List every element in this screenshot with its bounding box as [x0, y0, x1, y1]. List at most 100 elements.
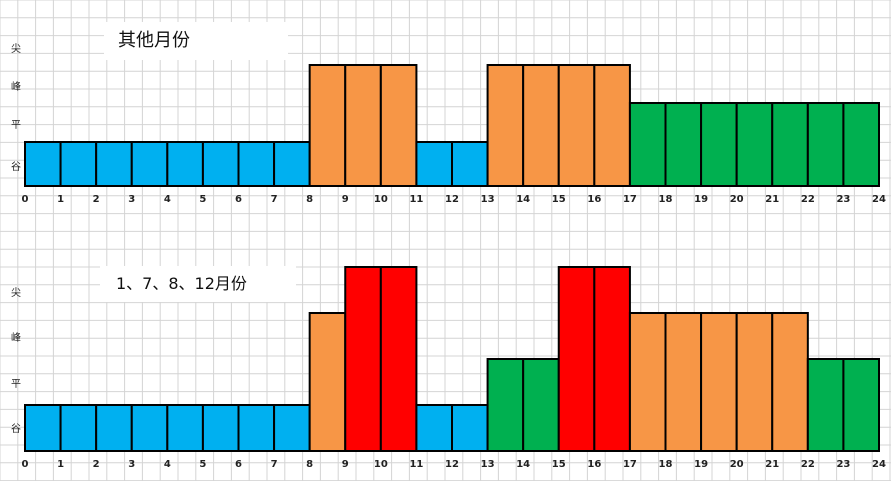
x-tick-label: 1	[57, 194, 64, 205]
x-tick-label: 14	[516, 459, 530, 470]
bar-hour-11-valley	[415, 141, 453, 187]
x-tick-label: 2	[93, 194, 100, 205]
x-tick-label: 8	[306, 459, 313, 470]
bar-hour-1-valley	[59, 141, 98, 187]
bar-hour-5-valley	[201, 141, 240, 187]
x-tick-label: 2	[93, 459, 100, 470]
bar-hour-2-valley	[95, 404, 133, 452]
bar-hour-23-flat	[842, 102, 881, 187]
x-tick-label: 4	[164, 194, 171, 205]
x-tick-label: 3	[128, 459, 135, 470]
x-tick-label: 15	[552, 194, 566, 205]
x-tick-label: 20	[730, 459, 744, 470]
x-tick-label: 22	[801, 194, 815, 205]
y-level-label-valley: 谷	[11, 161, 21, 173]
x-tick-label: 3	[128, 194, 135, 205]
bar-hour-4-valley	[166, 141, 204, 187]
x-tick-label: 1	[57, 459, 64, 470]
x-tick-label: 21	[765, 194, 779, 205]
bar-hour-14-flat	[522, 358, 560, 452]
bar-hour-12-valley	[451, 141, 489, 187]
bar-hour-3-valley	[130, 404, 169, 452]
y-level-label-sharp: 尖	[11, 286, 21, 299]
bar-hour-21-peak	[771, 312, 809, 452]
bar-hour-6-valley	[237, 141, 276, 187]
bar-hour-10-peak	[379, 64, 418, 187]
bar-hour-18-flat	[664, 102, 703, 187]
bar-hour-16-peak	[593, 64, 631, 187]
x-tick-label: 16	[587, 459, 601, 470]
bar-hour-1-valley	[59, 404, 98, 452]
bar-hour-6-valley	[237, 404, 276, 452]
bar-hour-23-flat	[842, 358, 881, 452]
bar-hour-9-peak	[344, 64, 382, 187]
bar-hour-8-peak	[308, 64, 347, 187]
bar-hour-12-valley	[451, 404, 489, 452]
x-tick-label: 14	[516, 194, 530, 205]
bar-hour-9-sharp	[344, 266, 382, 452]
bar-hour-8-peak	[308, 312, 347, 452]
x-tick-label: 18	[659, 194, 673, 205]
bar-hour-22-flat	[806, 358, 845, 452]
x-tick-label: 9	[342, 194, 349, 205]
bar-hour-3-valley	[130, 141, 169, 187]
x-tick-label: 20	[730, 194, 744, 205]
bar-hour-21-flat	[771, 102, 809, 187]
bar-hour-10-sharp	[379, 266, 418, 452]
x-tick-label: 9	[342, 459, 349, 470]
x-tick-label: 13	[481, 194, 495, 205]
x-tick-label: 19	[694, 194, 708, 205]
bar-hour-0-valley	[24, 141, 62, 187]
y-level-label-peak: 峰	[11, 81, 21, 93]
x-tick-label: 5	[199, 194, 206, 205]
x-tick-label: 4	[164, 459, 171, 470]
bar-hour-15-sharp	[557, 266, 596, 452]
bar-hour-7-valley	[273, 141, 311, 187]
x-tick-label: 23	[836, 194, 850, 205]
x-tick-label: 7	[271, 194, 278, 205]
y-level-label-sharp: 尖	[11, 42, 21, 55]
bar-hour-4-valley	[166, 404, 204, 452]
x-tick-label: 11	[409, 194, 423, 205]
x-tick-label: 12	[445, 459, 459, 470]
bar-hour-0-valley	[24, 404, 62, 452]
y-level-label-flat: 平	[11, 379, 21, 390]
bar-hour-19-peak	[700, 312, 738, 452]
chart-title-other-months: 其他月份	[104, 22, 288, 60]
chart-title-peak-months: 1、7、8、12月份	[100, 266, 296, 302]
x-tick-label: 21	[765, 459, 779, 470]
x-tick-label: 11	[409, 459, 423, 470]
x-tick-label: 23	[836, 459, 850, 470]
bar-hour-15-peak	[557, 64, 596, 187]
x-tick-label: 15	[552, 459, 566, 470]
x-tick-label: 10	[374, 459, 388, 470]
bar-hour-13-peak	[486, 64, 525, 187]
x-tick-label: 6	[235, 194, 242, 205]
x-tick-label: 7	[271, 459, 278, 470]
x-tick-label: 19	[694, 459, 708, 470]
bar-hour-7-valley	[273, 404, 311, 452]
bar-hour-17-flat	[628, 102, 667, 187]
x-tick-label: 13	[481, 459, 495, 470]
x-tick-label: 24	[872, 459, 886, 470]
x-tick-label: 17	[623, 194, 637, 205]
x-tick-label: 18	[659, 459, 673, 470]
y-level-label-flat: 平	[11, 120, 21, 131]
bar-hour-22-flat	[806, 102, 845, 187]
y-level-label-peak: 峰	[11, 332, 21, 344]
x-tick-label: 24	[872, 194, 886, 205]
bar-hour-17-peak	[628, 312, 667, 452]
bar-hour-13-flat	[486, 358, 525, 452]
bar-hour-18-peak	[664, 312, 703, 452]
x-tick-label: 8	[306, 194, 313, 205]
bar-hour-5-valley	[201, 404, 240, 452]
x-tick-label: 0	[22, 194, 29, 205]
x-tick-label: 5	[199, 459, 206, 470]
x-tick-label: 17	[623, 459, 637, 470]
x-tick-label: 6	[235, 459, 242, 470]
x-tick-label: 0	[22, 459, 29, 470]
x-tick-label: 12	[445, 194, 459, 205]
bar-hour-20-peak	[735, 312, 774, 452]
